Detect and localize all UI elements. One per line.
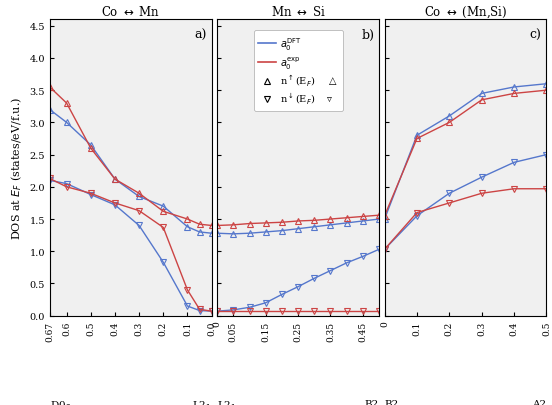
Legend: $a_0^{\rm DFT}$, $a_0^{\rm exp}$, n$^{\uparrow}$(E$_F$)    $\triangle$, n$^{\dow: $a_0^{\rm DFT}$, $a_0^{\rm exp}$, n$^{\u… (253, 31, 343, 112)
Title: Co $\leftrightarrow$ (Mn,Si): Co $\leftrightarrow$ (Mn,Si) (424, 5, 507, 20)
Text: L2$_1$: L2$_1$ (217, 399, 237, 405)
Y-axis label: DOS at $E_F$ (states/eV/f.u.): DOS at $E_F$ (states/eV/f.u.) (9, 97, 24, 239)
Title: Mn $\leftrightarrow$ Si: Mn $\leftrightarrow$ Si (270, 5, 326, 19)
Text: b): b) (361, 29, 374, 42)
Text: c): c) (530, 29, 542, 42)
Text: B2: B2 (365, 399, 379, 405)
Text: A2: A2 (532, 399, 546, 405)
Title: Co $\leftrightarrow$ Mn: Co $\leftrightarrow$ Mn (101, 5, 160, 19)
Text: B2: B2 (385, 399, 399, 405)
Text: L2$_1$: L2$_1$ (192, 399, 211, 405)
Text: a): a) (194, 29, 207, 42)
Text: D0$_3$: D0$_3$ (50, 399, 71, 405)
